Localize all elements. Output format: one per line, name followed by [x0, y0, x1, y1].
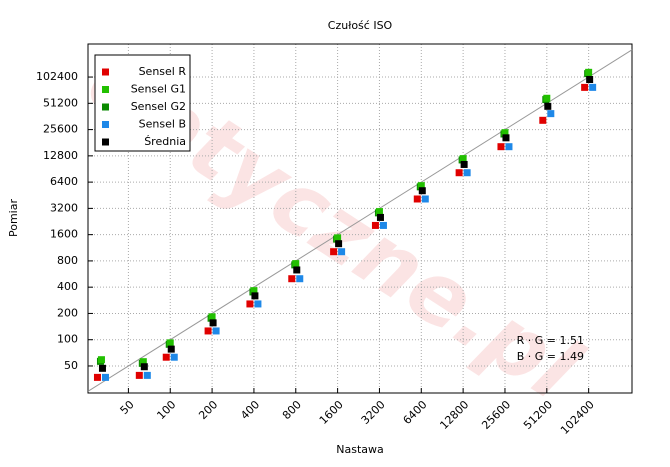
legend-marker [102, 121, 109, 128]
point [140, 363, 148, 371]
point [330, 248, 338, 256]
point [539, 116, 547, 124]
point [143, 371, 151, 379]
point [547, 110, 555, 118]
y-tick-label: 200 [57, 306, 78, 319]
point [505, 143, 513, 151]
point [421, 195, 429, 203]
point [208, 313, 216, 321]
point [502, 134, 510, 142]
point [246, 300, 254, 308]
point [418, 187, 426, 195]
point [376, 213, 384, 221]
legend-label: Sensel B [139, 118, 186, 131]
y-tick-label: 12800 [43, 149, 78, 162]
x-axis-label: Nastawa [336, 443, 384, 456]
reference-line [87, 49, 633, 392]
y-tick-label: 400 [57, 280, 78, 293]
y-tick-label: 3200 [50, 201, 78, 214]
point [170, 353, 178, 361]
point [288, 275, 296, 283]
point [296, 275, 304, 283]
y-tick-label: 102400 [36, 70, 78, 83]
y-axis-label: Pomiar [7, 199, 20, 237]
point [251, 292, 259, 300]
point [334, 234, 342, 242]
point [544, 102, 552, 110]
point [455, 169, 463, 177]
legend-label: Sensel G2 [131, 100, 186, 113]
chart-title: Czułość ISO [328, 19, 393, 32]
point [335, 240, 343, 248]
legend-label: Sensel G1 [131, 83, 186, 96]
point [204, 327, 212, 335]
point [585, 68, 593, 76]
point [139, 358, 147, 366]
point [250, 287, 258, 295]
point [292, 260, 300, 268]
legend-label: Sensel R [139, 65, 187, 78]
point [338, 248, 346, 256]
point [101, 373, 109, 381]
y-tick-label: 800 [57, 254, 78, 267]
point [501, 129, 509, 137]
legend-marker [102, 103, 109, 111]
y-tick-label: 50 [64, 359, 78, 372]
legend-box [94, 54, 191, 152]
point [293, 266, 301, 274]
point [97, 356, 105, 364]
point [460, 160, 468, 168]
legend-marker [102, 86, 109, 93]
y-tick-label: 51200 [43, 96, 78, 109]
point [98, 364, 106, 372]
point [581, 83, 589, 91]
annotation: R · G = 1.51 [517, 334, 584, 347]
point [212, 327, 220, 335]
point [417, 182, 425, 190]
point [93, 373, 101, 381]
y-tick-label: 1600 [50, 228, 78, 241]
y-tick-label: 100 [57, 333, 78, 346]
legend-marker [102, 68, 109, 76]
plot-frame [87, 43, 633, 394]
legend-label: Średnia [144, 135, 186, 148]
point [166, 339, 174, 347]
point [167, 345, 175, 353]
point [162, 353, 170, 361]
annotation: B · G = 1.49 [517, 350, 584, 363]
point [379, 221, 387, 229]
point [209, 319, 217, 327]
point [463, 169, 471, 177]
point [459, 155, 467, 163]
point [371, 221, 379, 229]
point [586, 76, 594, 84]
y-tick-label: 25600 [43, 123, 78, 136]
point [254, 300, 262, 308]
legend-marker [102, 138, 109, 146]
point [413, 195, 421, 203]
y-tick-label: 6400 [50, 175, 78, 188]
point [497, 143, 505, 151]
point [135, 371, 143, 379]
point [375, 208, 383, 216]
point [543, 94, 551, 102]
point [589, 83, 597, 91]
